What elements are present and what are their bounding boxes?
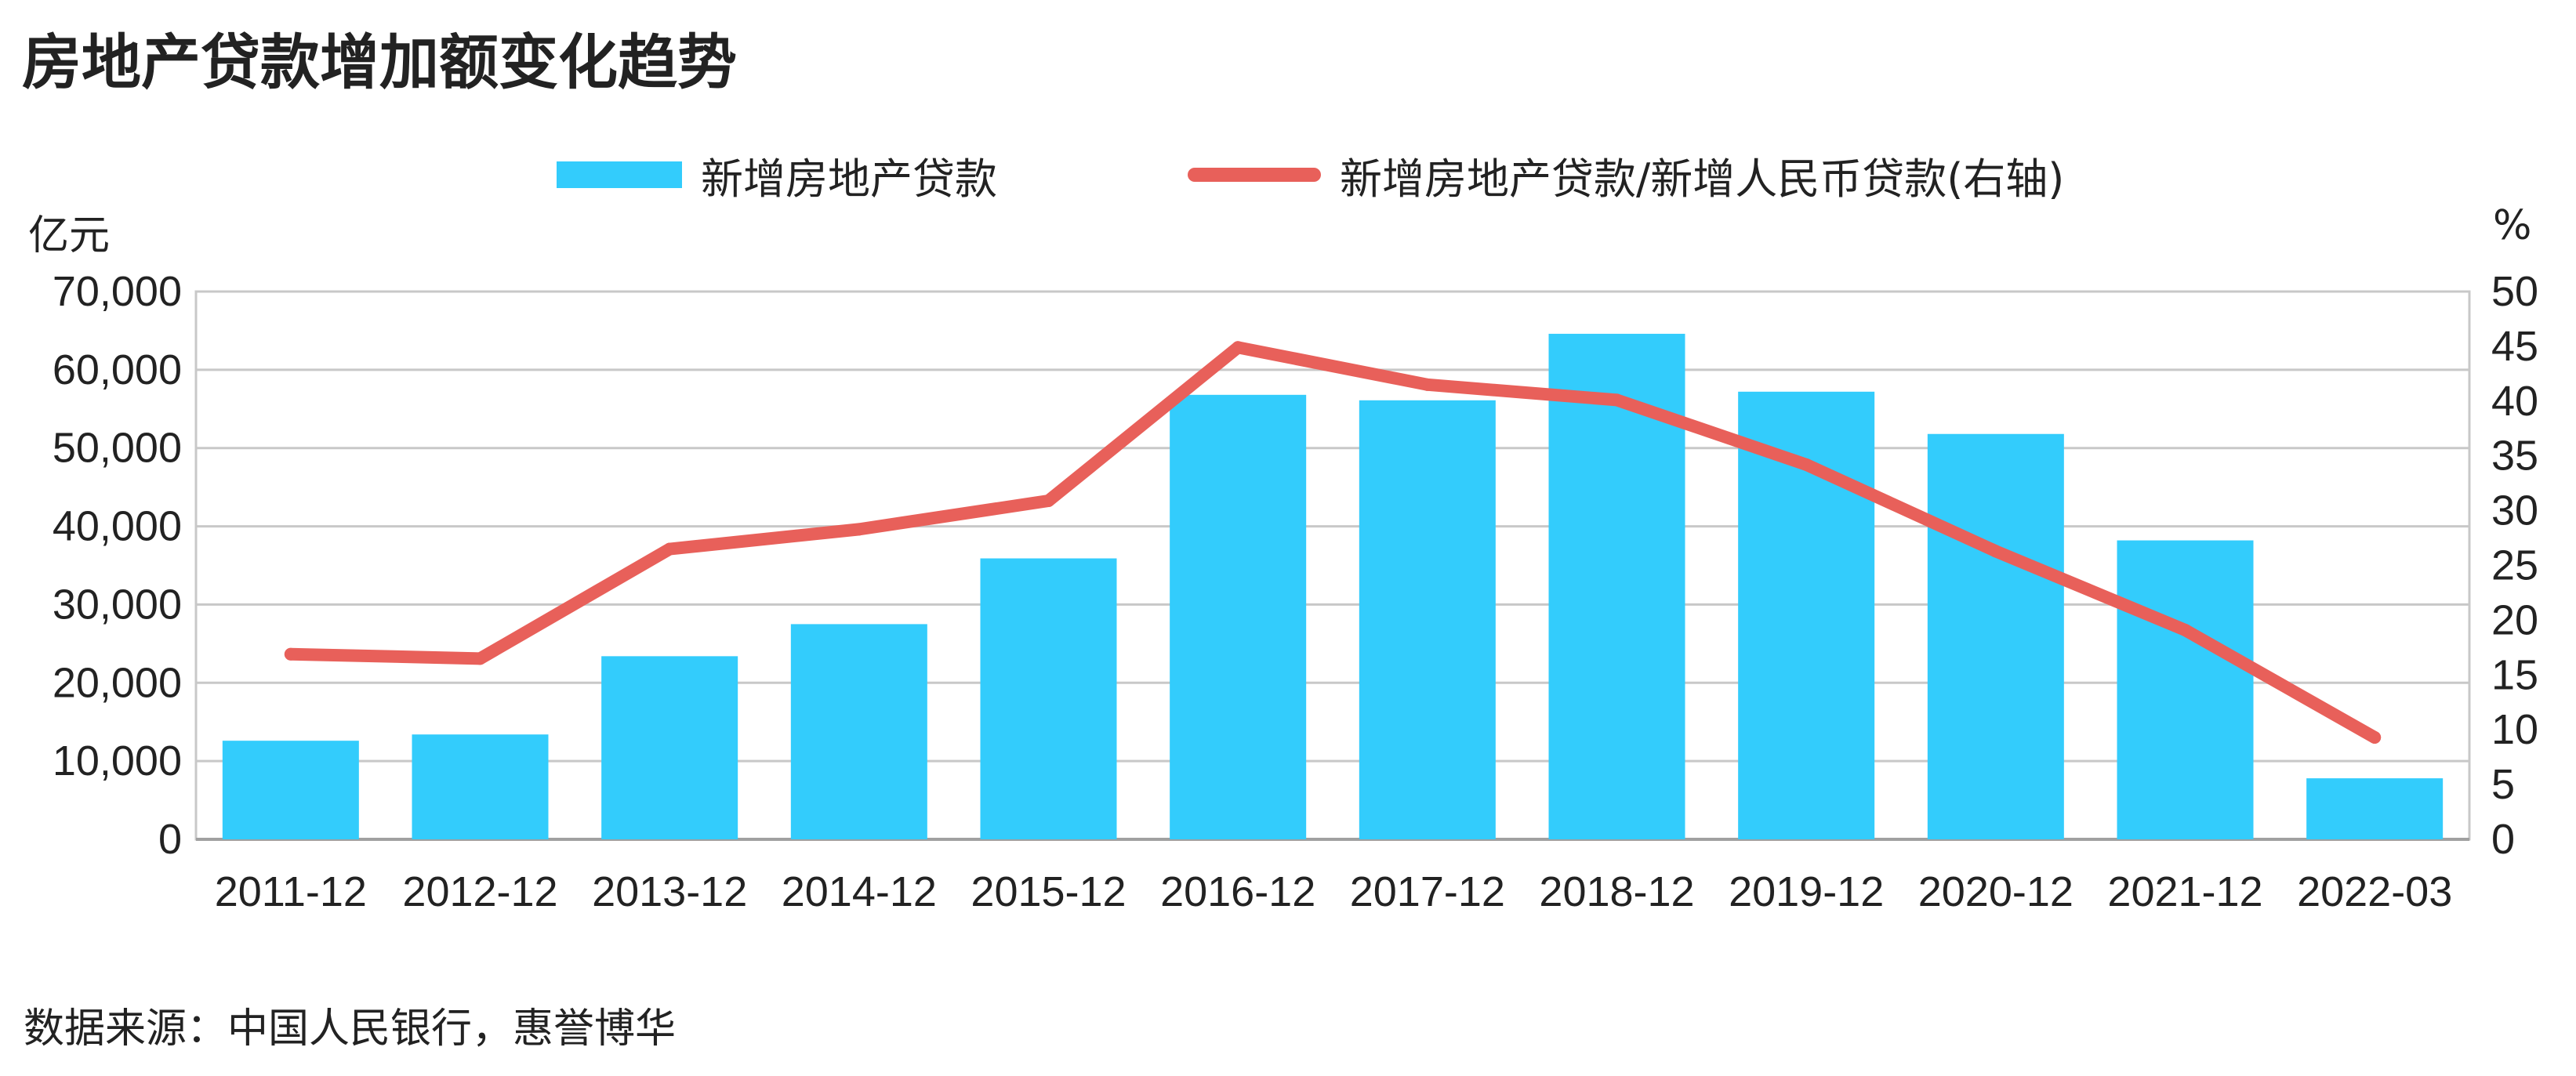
legend: 新增房地产贷款 新增房地产贷款/新增人民币贷款(右轴) <box>0 139 2576 210</box>
bar <box>2306 778 2444 839</box>
ratio-line <box>284 341 2382 744</box>
ratio-point <box>284 647 297 661</box>
y-right-tick-label: 0 <box>2491 816 2515 863</box>
x-tick-label: 2020-12 <box>1918 868 2073 915</box>
legend-label-line: 新增房地产贷款/新增人民币贷款(右轴) <box>1340 154 2065 204</box>
y-right-tick-label: 10 <box>2491 706 2538 753</box>
x-tick-label: 2022-03 <box>2297 868 2452 915</box>
y-left-tick-label: 0 <box>158 816 182 863</box>
ratio-point <box>852 523 865 536</box>
source-note: 数据来源：中国人民银行，惠誉博华 <box>24 1005 677 1052</box>
ratio-point <box>2179 623 2192 636</box>
x-tick-label: 2014-12 <box>782 868 937 915</box>
ratio-point <box>473 652 487 665</box>
bar <box>1170 394 1307 840</box>
y-right-tick-label: 15 <box>2491 651 2538 698</box>
y-right-tick-label: 30 <box>2491 487 2538 534</box>
bar <box>2117 540 2254 839</box>
y-right-tick-label: 25 <box>2491 542 2538 589</box>
x-tick-label: 2018-12 <box>1539 868 1694 915</box>
ratio-point <box>1800 458 1813 471</box>
y-right-tick-label: 5 <box>2491 761 2515 808</box>
y-left-tick-label: 30,000 <box>53 581 182 628</box>
legend-line-swatch <box>1188 168 1321 182</box>
bar <box>980 558 1117 839</box>
bar <box>1359 400 1496 840</box>
bar <box>1548 333 1685 839</box>
bar <box>790 624 927 839</box>
y-left-tick-label: 70,000 <box>53 268 182 315</box>
y-right-tick-label: 50 <box>2491 268 2538 315</box>
legend-item-bars: 新增房地产贷款 <box>557 139 997 210</box>
x-tick-label: 2012-12 <box>402 868 557 915</box>
x-tick-label: 2021-12 <box>2107 868 2262 915</box>
y-left-tick-label: 50,000 <box>53 425 182 472</box>
y-left-tick-label: 20,000 <box>53 659 182 706</box>
x-tick-label: 2011-12 <box>215 868 367 915</box>
bar <box>412 734 549 839</box>
y-right-tick-label: 45 <box>2491 323 2538 370</box>
ratio-point <box>1232 341 1245 354</box>
ratio-point <box>1610 393 1624 407</box>
y-left-tick-label: 60,000 <box>53 346 182 393</box>
ratio-point <box>663 542 677 556</box>
bar <box>601 656 738 839</box>
x-tick-label: 2019-12 <box>1729 868 1884 915</box>
x-tick-label: 2016-12 <box>1160 868 1315 915</box>
bar <box>222 741 359 839</box>
x-tick-label: 2017-12 <box>1350 868 1505 915</box>
ratio-point <box>1989 545 2002 558</box>
legend-item-line: 新增房地产贷款/新增人民币贷款(右轴) <box>1188 139 2064 210</box>
right-axis-unit: % <box>2493 202 2532 249</box>
legend-bar-swatch <box>557 161 682 188</box>
chart-title: 房地产贷款增加额变化趋势 <box>22 27 737 97</box>
y-left-tick-label: 10,000 <box>53 737 182 784</box>
ratio-point <box>1420 378 1434 391</box>
bar <box>1927 433 2064 839</box>
ratio-point <box>1042 495 1055 508</box>
x-tick-label: 2015-12 <box>971 868 1126 915</box>
x-tick-label: 2013-12 <box>592 868 747 915</box>
y-right-tick-label: 35 <box>2491 433 2538 480</box>
y-left-tick-label: 40,000 <box>53 503 182 550</box>
left-axis-unit: 亿元 <box>28 212 111 259</box>
legend-label-bars: 新增房地产贷款 <box>701 154 997 204</box>
y-right-tick-label: 20 <box>2491 596 2538 643</box>
ratio-point <box>2368 730 2382 744</box>
y-right-tick-label: 40 <box>2491 378 2538 425</box>
